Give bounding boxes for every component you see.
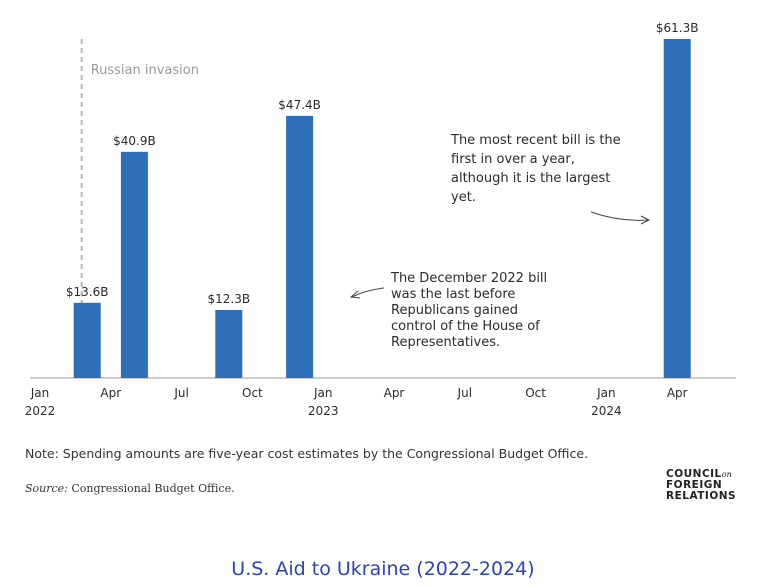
- x-tick-year-0: 2022: [25, 404, 56, 418]
- x-tick-label-9: Apr: [667, 386, 688, 400]
- annotation-0-line-3: control of the House of: [391, 319, 540, 334]
- x-tick-label-1: Apr: [100, 386, 121, 400]
- figure-caption: U.S. Aid to Ukraine (2022-2024): [231, 558, 535, 580]
- cfr-logo: COUNCILon FOREIGN RELATIONS: [666, 469, 736, 502]
- bar-value-label-2: $12.3B: [208, 292, 251, 306]
- x-tick-label-6: Jul: [457, 386, 472, 400]
- annotation-0-line-1: was the last before: [391, 287, 515, 302]
- annotation-0-line-4: Representatives.: [391, 335, 500, 350]
- source-label: Source:: [25, 482, 68, 495]
- annotation-1-line-3: yet.: [451, 190, 476, 205]
- x-tick-label-7: Oct: [525, 386, 546, 400]
- x-tick-year-4: 2023: [308, 404, 339, 418]
- source-line: Source: Congressional Budget Office.: [25, 482, 235, 495]
- logo-line-2: FOREIGN: [666, 479, 723, 491]
- annotation-1-line-2: although it is the largest: [451, 171, 610, 186]
- x-tick-year-8: 2024: [591, 404, 622, 418]
- x-tick-label-8: Jan: [596, 386, 616, 400]
- logo-on: on: [721, 470, 732, 479]
- footnote: Note: Spending amounts are five-year cos…: [25, 446, 589, 461]
- bar-value-label-1: $40.9B: [113, 134, 156, 148]
- annotation-1-arrow: [590, 211, 649, 221]
- source-text: Congressional Budget Office.: [67, 482, 235, 495]
- x-tick-label-0: Jan: [30, 386, 50, 400]
- bar-3: [286, 115, 314, 378]
- logo-line-1: COUNCIL: [666, 468, 722, 480]
- annotation-0-arrow: [351, 287, 385, 298]
- bar-4: [663, 39, 691, 378]
- bar-value-label-4: $61.3B: [656, 21, 699, 35]
- x-tick-label-5: Apr: [384, 386, 405, 400]
- x-tick-label-2: Jul: [173, 386, 188, 400]
- x-tick-label-4: Jan: [313, 386, 333, 400]
- annotation-1-arrowhead: [640, 215, 651, 225]
- bar-2: [215, 309, 243, 378]
- bar-0: [73, 302, 101, 378]
- x-tick-label-3: Oct: [242, 386, 263, 400]
- bar-value-label-3: $47.4B: [278, 98, 321, 112]
- event-marker-label: Russian invasion: [91, 63, 199, 78]
- aid-bar-chart: Russian invasion $13.6B $40.9B $12.3B $47.4B…: [25, 21, 736, 418]
- annotation-1-line-0: The most recent bill is the: [450, 133, 621, 148]
- annotation-0-line-0: The December 2022 bill: [390, 271, 547, 286]
- annotation-0-arrowhead: [349, 290, 361, 299]
- logo-line-3: RELATIONS: [666, 490, 737, 502]
- bar-1: [120, 151, 148, 378]
- annotation-0-line-2: Republicans gained: [391, 303, 518, 318]
- bar-value-label-0: $13.6B: [66, 285, 109, 299]
- annotation-1-line-1: first in over a year,: [451, 152, 575, 167]
